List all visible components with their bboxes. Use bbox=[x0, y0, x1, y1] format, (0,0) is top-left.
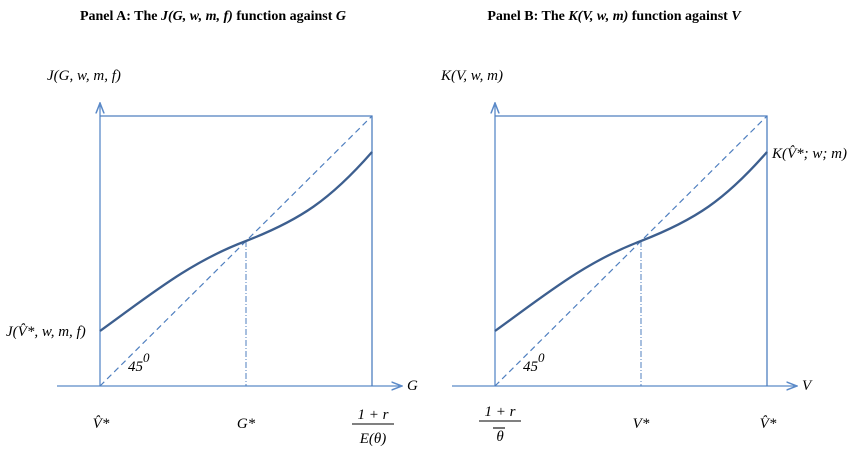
panel-b-tick-v-star: V* bbox=[633, 416, 650, 432]
panel-b-tick-ratio-numerator: 1 + r bbox=[485, 404, 516, 420]
panel-a-title: Panel A: The J(G, w, m, f) function agai… bbox=[80, 9, 346, 24]
panel-a-y-axis-label: J(G, w, m, f) bbox=[47, 68, 121, 84]
panel-a-tick-v-hat-star: V̂* bbox=[93, 416, 110, 432]
panel-a-angle-label: 450 bbox=[128, 350, 150, 375]
panel-a: Panel A: The J(G, w, m, f) function agai… bbox=[6, 9, 418, 447]
panel-a-tick-ratio-denominator: E(θ) bbox=[359, 431, 387, 447]
panel-a-tick-ratio: 1 + r E(θ) bbox=[352, 407, 394, 447]
panel-b-title: Panel B: The K(V, w, m) function against… bbox=[487, 9, 742, 24]
panel-b-x-axis-label: V bbox=[802, 378, 813, 394]
panel-b-tick-ratio-denominator: θ bbox=[496, 429, 504, 445]
panel-a-x-axis-label: G bbox=[407, 378, 418, 394]
panel-b-45-degree-line bbox=[494, 115, 768, 387]
panel-b-curve-label: K(V̂*; w; m) bbox=[771, 146, 847, 162]
panel-b-y-axis-label: K(V, w, m) bbox=[440, 68, 503, 84]
panel-b: Panel B: The K(V, w, m) function against… bbox=[440, 9, 847, 445]
panel-a-intercept-label: J(V̂*, w, m, f) bbox=[6, 324, 86, 340]
panel-a-j-curve bbox=[99, 151, 373, 332]
panel-b-k-curve bbox=[494, 151, 768, 332]
panel-a-tick-g-star: G* bbox=[237, 416, 256, 432]
panel-b-angle-label: 450 bbox=[523, 350, 545, 375]
panel-b-tick-v-hat-star: V̂* bbox=[760, 416, 777, 432]
panel-a-tick-ratio-numerator: 1 + r bbox=[358, 407, 389, 423]
panel-a-45-degree-line bbox=[99, 115, 373, 387]
panel-b-tick-ratio: 1 + r θ bbox=[479, 404, 521, 445]
